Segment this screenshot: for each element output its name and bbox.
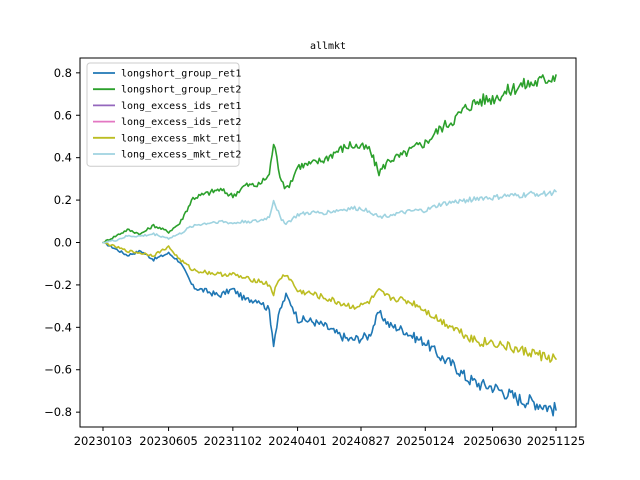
legend-label: long_excess_mkt_ret2: [121, 150, 241, 161]
y-tick-label: 0.2: [54, 193, 72, 207]
x-tick-label: 20240401: [268, 434, 327, 448]
legend-box: [86, 62, 240, 167]
legend-label: long_excess_ids_ret1: [121, 101, 241, 112]
legend-label: longshort_group_ret1: [121, 69, 241, 80]
y-tick-label: 0.6: [54, 108, 72, 122]
series-layer: [102, 74, 557, 417]
legend-label: long_excess_mkt_ret1: [121, 133, 241, 144]
x-tick-label: 20230605: [139, 434, 198, 448]
y-tick-label: −0.2: [44, 278, 72, 292]
series-line-long-excess-mkt-ret2: [102, 189, 557, 244]
axes-layer: 0.8 0.6 0.4 0.2 0.0 −0.2 −0.4 −0.6 −0.8 20230103 2…: [44, 57, 586, 448]
series-line-longshort-group-ret2: [102, 74, 557, 244]
y-tick-label: 0.8: [54, 66, 72, 80]
x-tick-label: 20250124: [396, 434, 455, 448]
x-tick-label: 20251125: [527, 434, 586, 448]
legend: longshort_group_ret1 longshort_group_ret2…: [86, 62, 241, 167]
x-tick-label: 20250630: [463, 434, 522, 448]
legend-label: longshort_group_ret2: [121, 85, 241, 96]
y-tick-label: 0.0: [54, 236, 72, 250]
x-tick-label: 20240827: [332, 434, 391, 448]
x-tick-label: 20230103: [74, 434, 133, 448]
y-tick-label: −0.6: [44, 363, 72, 377]
series-line-long-excess-mkt-ret1: [102, 241, 557, 363]
legend-label: long_excess_ids_ret2: [121, 117, 241, 128]
chart-title: allmkt: [310, 41, 346, 52]
y-tick-label: −0.8: [44, 405, 72, 419]
series-line-longshort-group-ret1: [102, 241, 557, 417]
y-tick-label: 0.4: [54, 151, 72, 165]
y-tick-label: −0.4: [44, 320, 72, 334]
x-tick-label: 20231102: [204, 434, 263, 448]
